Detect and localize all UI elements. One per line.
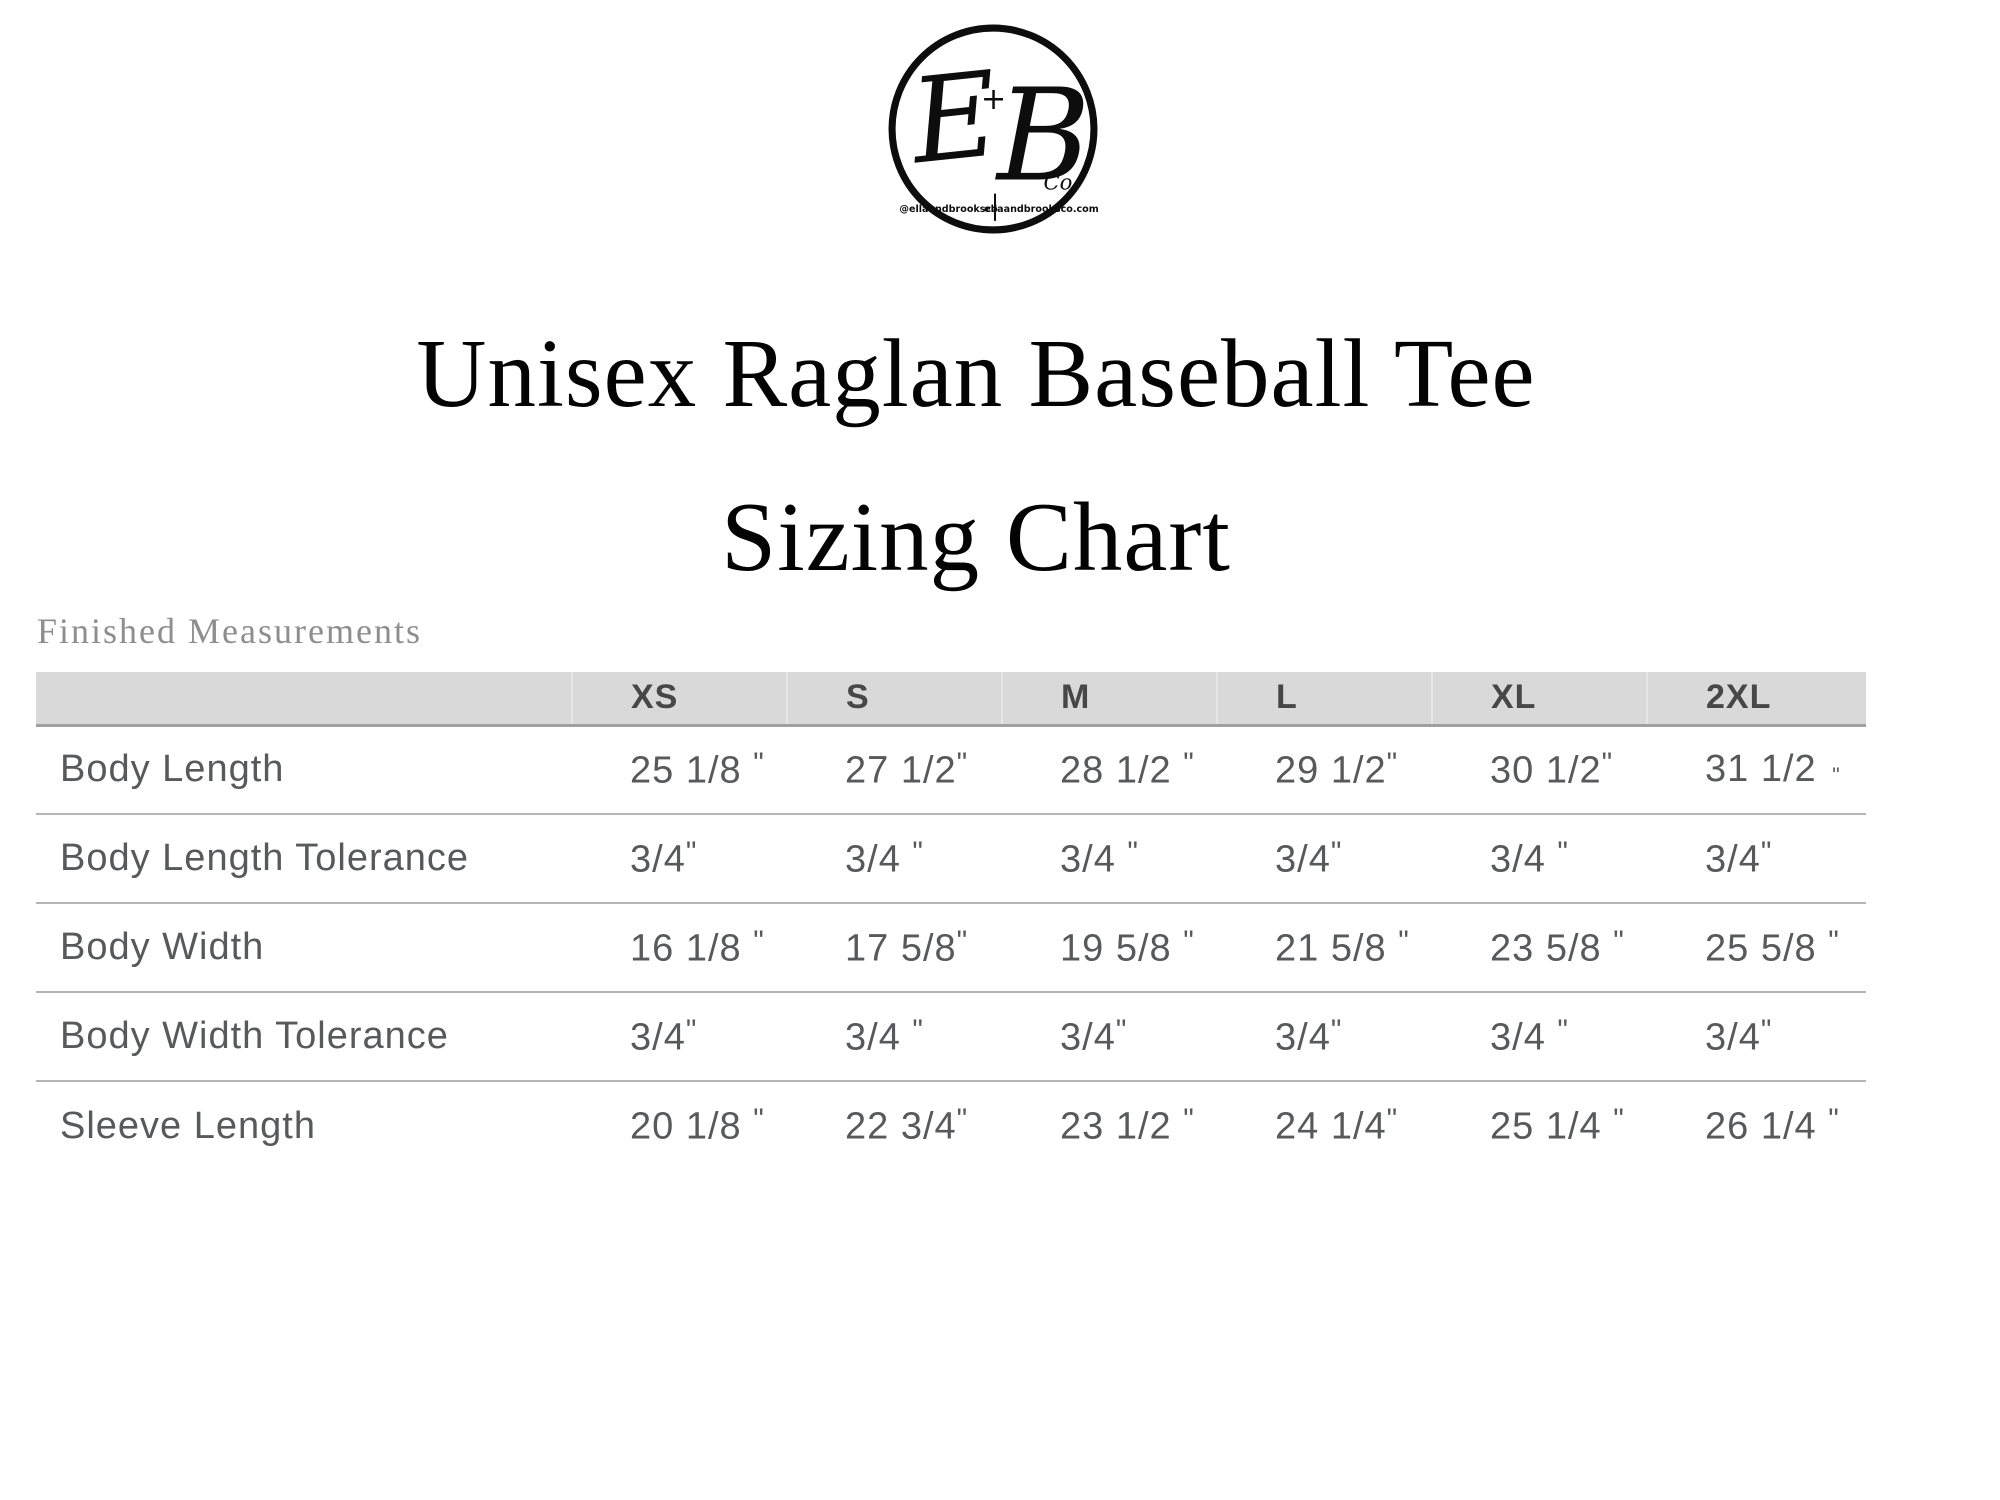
inch-mark: " (1832, 764, 1840, 788)
size-value-cell: 3/4 " (1490, 1013, 1568, 1059)
column-header-l: L (1216, 672, 1432, 727)
inch-mark: " (753, 924, 764, 958)
brand-logo-icon: E + B Co. @ellaandbrooksco ellaandbrooks… (888, 24, 1099, 234)
table-row: Body Length Tolerance 3/4" 3/4 " 3/4 " 3/4" 3… (36, 814, 1866, 903)
inch-mark: " (685, 835, 697, 869)
inch-mark: " (956, 924, 968, 958)
size-value-cell: 31 1/2 " (1705, 748, 1840, 791)
table-row: Body Width Tolerance 3/4" 3/4 " 3/4" 3/4" 3/4… (36, 992, 1866, 1081)
page-title: Unisex Raglan Baseball Tee Sizing Chart (0, 318, 1952, 594)
logo-plus-sign: + (981, 82, 1006, 117)
size-value-cell: 21 5/8 " (1275, 924, 1409, 970)
size-value-cell: 3/4" (1275, 1013, 1342, 1059)
size-value-cell: 16 1/8 " (630, 924, 764, 970)
table-header-row: XS S M L XL 2XL (36, 672, 1866, 727)
inch-mark: " (1183, 924, 1194, 958)
size-value-cell: 3/4" (1275, 835, 1342, 881)
size-value-cell: 27 1/2" (845, 747, 968, 792)
inch-mark: " (1386, 1103, 1398, 1137)
inch-mark: " (1828, 1103, 1839, 1137)
column-header-2xl: 2XL (1646, 672, 1866, 727)
inch-mark: " (1828, 924, 1839, 958)
size-value-cell: 28 1/2 " (1060, 747, 1194, 792)
size-value-cell: 3/4" (1060, 1013, 1127, 1059)
size-value-cell: 3/4 " (1490, 835, 1568, 881)
page-title-line1: Unisex Raglan Baseball Tee (416, 320, 1536, 427)
size-value-cell: 23 1/2 " (1060, 1103, 1194, 1148)
inch-mark: " (685, 1013, 697, 1047)
section-label: Finished Measurements (37, 611, 422, 651)
logo-circle (888, 24, 1098, 234)
table-body: Body Length 25 1/8 " 27 1/2" 28 1/2 " 29 1/2… (36, 725, 1866, 1170)
brand-logo: E + B Co. @ellaandbrooksco ellaandbrooks… (886, 22, 1100, 236)
row-label: Body Width (60, 926, 265, 968)
inch-mark: " (1330, 1013, 1342, 1047)
inch-mark: " (1386, 747, 1398, 780)
inch-mark: " (1183, 1103, 1194, 1137)
inch-mark: " (753, 1103, 764, 1137)
inch-mark: " (956, 747, 968, 780)
size-value-cell: 26 1/4 " (1705, 1103, 1839, 1148)
inch-mark: " (1760, 835, 1772, 869)
logo-co-label: Co. (1043, 170, 1078, 195)
inch-mark: " (1127, 835, 1138, 869)
table-row: Body Width 16 1/8 " 17 5/8" 19 5/8 " 21 5/8 … (36, 903, 1866, 992)
column-header-m: M (1001, 672, 1217, 727)
size-value-cell: 3/4 " (845, 835, 923, 881)
inch-mark: " (1613, 924, 1624, 958)
logo-monogram-left: E (903, 45, 1004, 190)
size-value-cell: 3/4" (1705, 835, 1772, 881)
size-value-cell: 3/4" (630, 1013, 697, 1059)
size-value-cell: 19 5/8 " (1060, 924, 1194, 970)
inch-mark: " (1398, 924, 1409, 958)
row-label: Body Length (60, 748, 285, 791)
size-value-cell: 22 3/4" (845, 1103, 968, 1148)
size-value-cell: 25 5/8 " (1705, 924, 1839, 970)
logo-website-text: ellaandbrooksco.com (984, 204, 1099, 215)
inch-mark: " (1760, 1013, 1772, 1047)
table-header: XS S M L XL 2XL (36, 672, 1866, 727)
page-title-line2: Sizing Chart (721, 483, 1231, 592)
inch-mark: " (1557, 835, 1568, 869)
inch-mark: " (1183, 747, 1194, 780)
size-value-cell: 17 5/8" (845, 924, 968, 970)
logo-monogram-right: B (995, 61, 1090, 209)
size-value-cell: 29 1/2" (1275, 747, 1398, 792)
inch-mark: " (753, 747, 764, 780)
row-label: Body Length Tolerance (60, 837, 470, 879)
inch-mark: " (956, 1103, 968, 1137)
table-row: Body Length 25 1/8 " 27 1/2" 28 1/2 " 29 1/2… (36, 725, 1866, 814)
column-header-xl: XL (1431, 672, 1647, 727)
column-header-xs: XS (571, 672, 787, 727)
inch-mark: " (1601, 747, 1613, 780)
inch-mark: " (1557, 1013, 1568, 1047)
logo-handle-text: @ellaandbrooksco (899, 204, 998, 215)
size-value-cell: 20 1/8 " (630, 1103, 764, 1148)
size-value-cell: 3/4" (1705, 1013, 1772, 1059)
size-value-cell: 3/4 " (1060, 835, 1138, 881)
size-value-cell: 25 1/4 " (1490, 1103, 1624, 1148)
row-label: Sleeve Length (60, 1104, 316, 1147)
table-row: Sleeve Length 20 1/8 " 22 3/4" 23 1/2 " 24 1… (36, 1081, 1866, 1170)
column-header-s: S (786, 672, 1002, 727)
size-value-cell: 3/4 " (845, 1013, 923, 1059)
size-value-cell: 25 1/8 " (630, 747, 764, 792)
size-value-cell: 30 1/2" (1490, 747, 1613, 792)
inch-mark: " (1330, 835, 1342, 869)
column-header-blank (36, 672, 572, 727)
size-value-cell: 3/4" (630, 835, 697, 881)
size-value-cell: 24 1/4" (1275, 1103, 1398, 1148)
row-label: Body Width Tolerance (60, 1015, 449, 1057)
size-value-cell: 23 5/8 " (1490, 924, 1624, 970)
inch-mark: " (1613, 1103, 1624, 1137)
inch-mark: " (1115, 1013, 1127, 1047)
inch-mark: " (912, 1013, 923, 1047)
sizing-table: XS S M L XL 2XL Body Length 25 1/8 " 27 1/2" 28 … (36, 672, 1866, 1170)
inch-mark: " (912, 835, 923, 869)
